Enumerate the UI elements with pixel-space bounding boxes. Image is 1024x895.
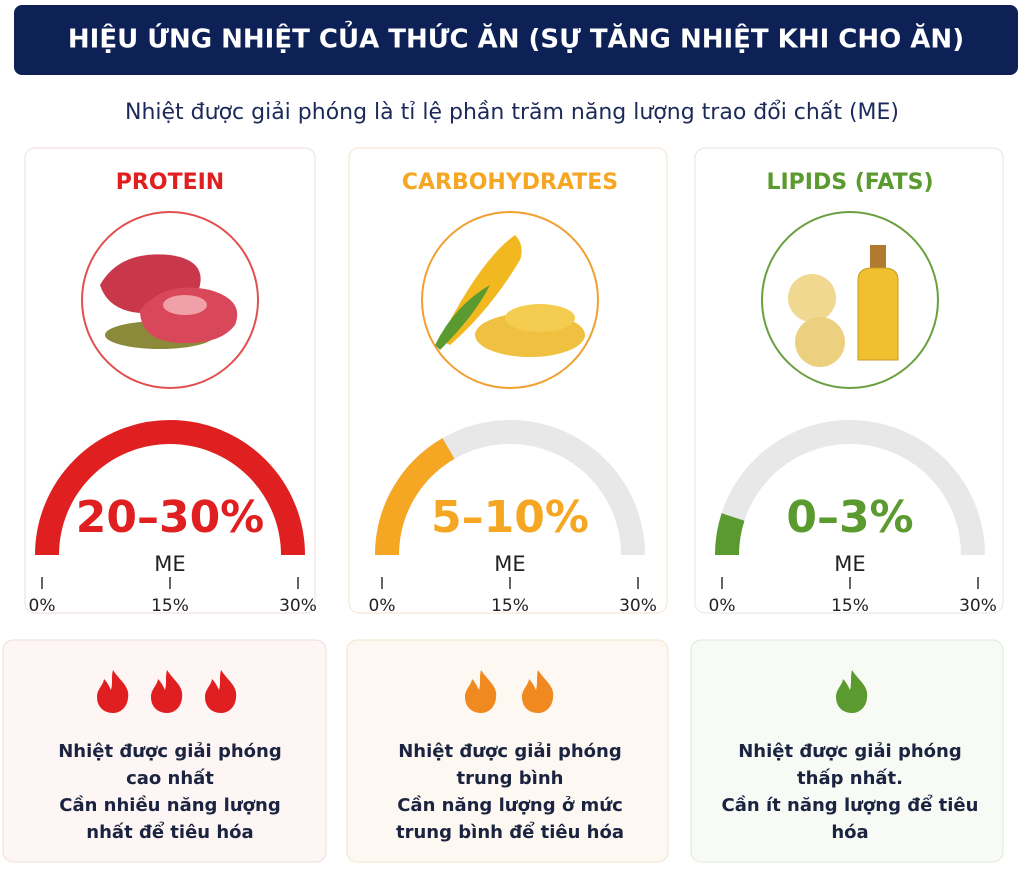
gauge-value: 0–3% (786, 492, 913, 543)
description-line: trung bình (457, 768, 564, 789)
description-line: cao nhất (126, 768, 214, 789)
info-card (346, 639, 669, 863)
panel-heading: CARBOHYDRATES (402, 170, 618, 195)
scale-label: 15% (831, 596, 869, 616)
corn-illustration (421, 211, 599, 389)
gauge-value: 5–10% (431, 492, 589, 543)
subtitle: Nhiệt được giải phóng là tỉ lệ phần trăm… (125, 100, 899, 125)
gauge-unit: ME (154, 552, 185, 576)
description-line: Nhiệt được giải phóng (58, 741, 282, 762)
scale-label: 30% (959, 596, 997, 616)
header-bar (14, 5, 1018, 75)
gauge-unit: ME (494, 552, 525, 576)
meat-illustration (81, 211, 259, 389)
description-line: Cần năng lượng ở mức (397, 795, 623, 816)
panel-heading: PROTEIN (116, 170, 224, 195)
panel-heading: LIPIDS (FATS) (766, 170, 933, 195)
gauge-fill (715, 513, 745, 556)
scale-label: 0% (369, 596, 396, 616)
flame-icons (97, 670, 868, 713)
info-card (2, 639, 327, 863)
scale-label: 0% (29, 596, 56, 616)
info-card (690, 639, 1004, 863)
gauge-fill (375, 438, 455, 556)
oil-illustration (761, 211, 939, 389)
scale-label: 30% (619, 596, 657, 616)
gauge-value: 20–30% (76, 492, 265, 543)
description-line: Nhiệt được giải phóng (738, 741, 962, 762)
scale-label: 0% (709, 596, 736, 616)
title: HIỆU ỨNG NHIỆT CỦA THỨC ĂN (SỰ TĂNG NHIỆ… (68, 19, 964, 55)
gauge-fill (35, 420, 305, 556)
description-line: thấp nhất. (797, 768, 903, 789)
scale-label: 15% (151, 596, 189, 616)
description-line: hóa (831, 822, 868, 843)
description-line: nhất để tiêu hóa (86, 821, 253, 843)
gauge-unit: ME (834, 552, 865, 576)
gauge-track (715, 420, 985, 556)
scale-label: 15% (491, 596, 529, 616)
scale-label: 30% (279, 596, 317, 616)
description-line: Cần nhiều năng lượng (59, 795, 281, 816)
description-line: trung bình để tiêu hóa (396, 821, 624, 843)
description-line: Nhiệt được giải phóng (398, 741, 622, 762)
description-line: Cần ít năng lượng để tiêu (722, 794, 979, 816)
